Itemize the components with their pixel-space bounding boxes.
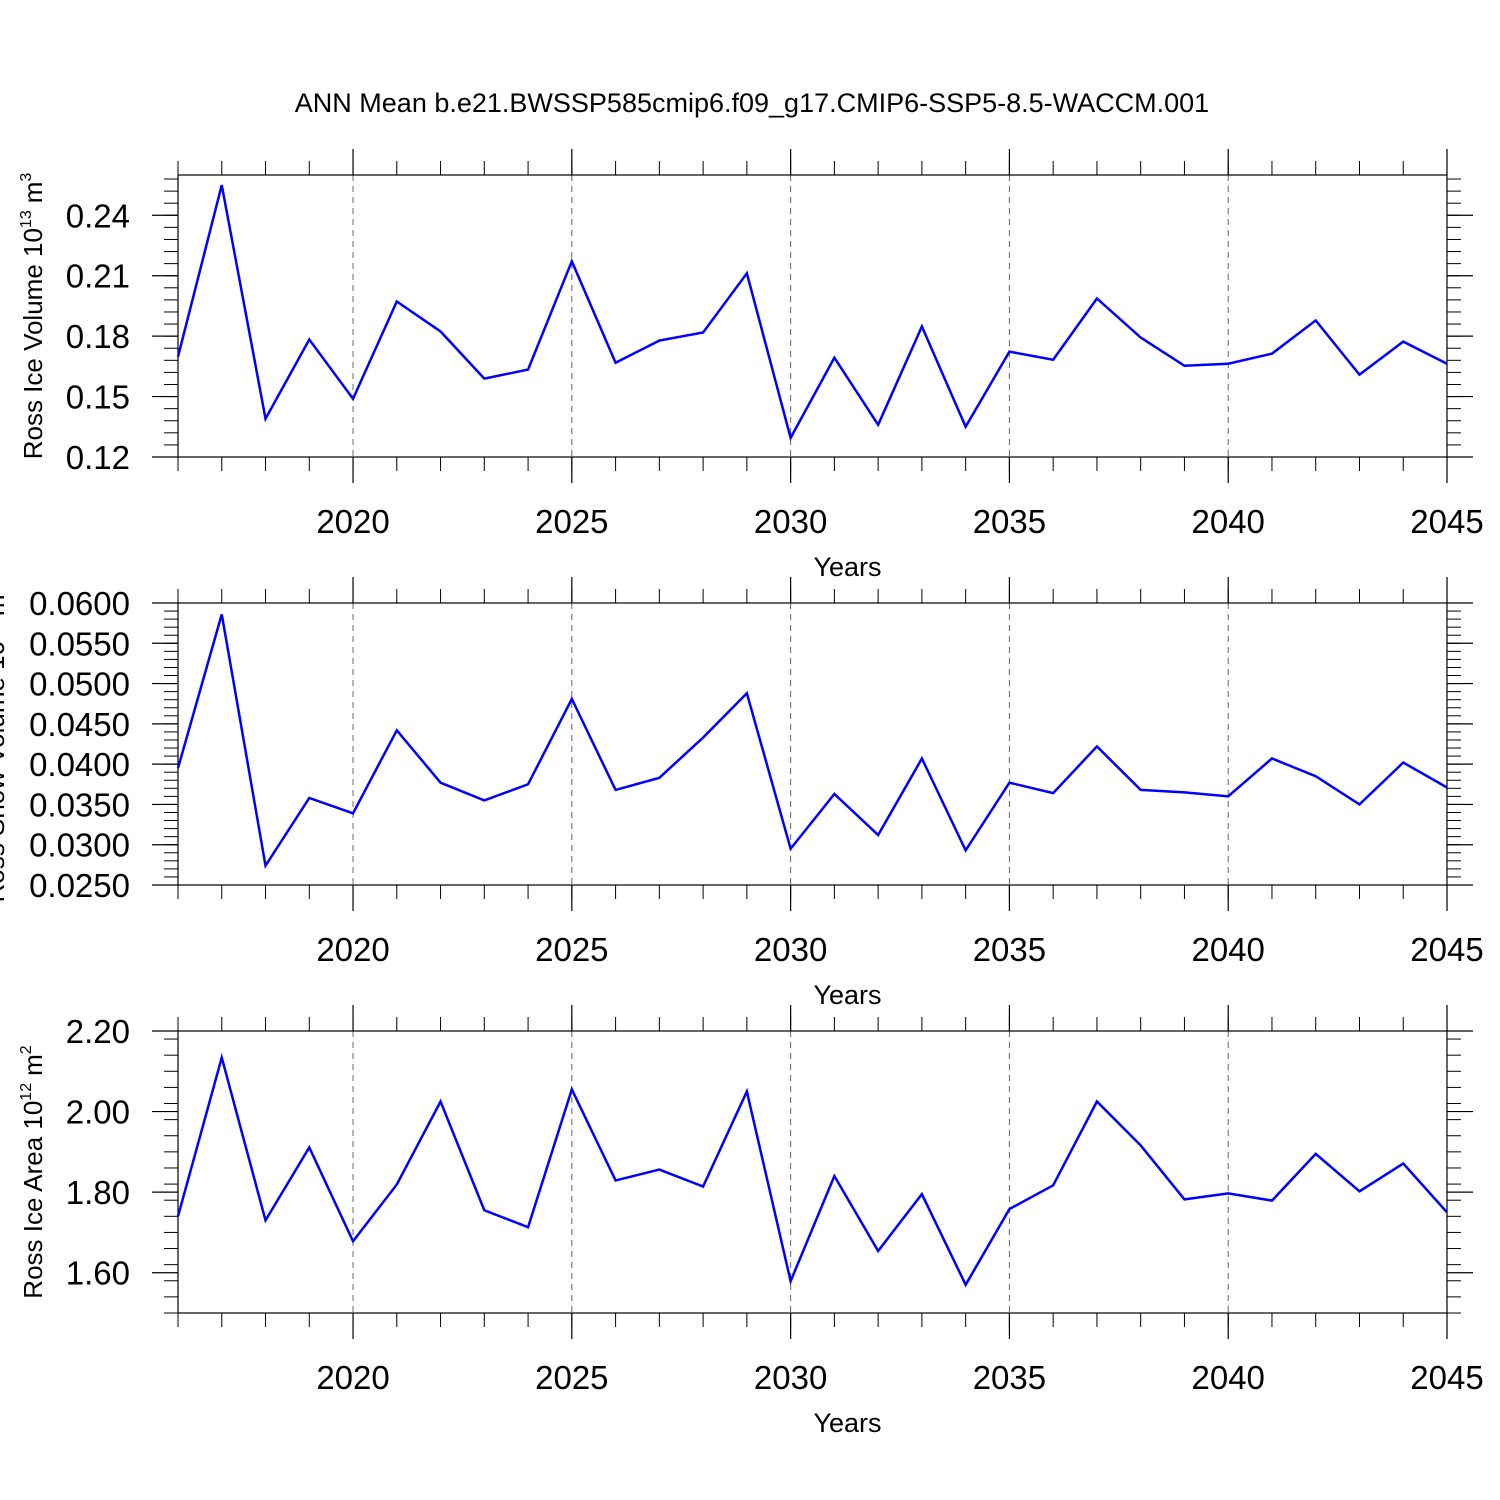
- y-tick-label: 0.0500: [29, 666, 130, 703]
- x-axis-label: Years: [813, 552, 881, 582]
- x-tick-label: 2040: [1191, 931, 1264, 968]
- y-axis-label: Ross Ice Area 1012 m2: [18, 1045, 48, 1298]
- y-tick-label: 0.24: [66, 197, 130, 234]
- y-tick-label: 1.80: [66, 1174, 130, 1211]
- y-tick-label: 0.0350: [29, 786, 130, 823]
- y-tick-label: 0.15: [66, 379, 130, 416]
- y-axis-label-main: Ross Ice Area 10: [18, 1101, 48, 1299]
- x-tick-label: 2020: [316, 1359, 389, 1396]
- y-tick-label: 2.20: [66, 1013, 130, 1050]
- plot-frame: [177, 174, 1448, 458]
- y-axis-label-unit: m: [18, 182, 48, 204]
- y-axis-label: Ross Ice Volume 1013 m3: [18, 173, 48, 460]
- x-tick-label: 2035: [973, 931, 1046, 968]
- y-tick-label: 0.0450: [29, 706, 130, 743]
- chart-title: ANN Mean b.e21.BWSSP585cmip6.f09_g17.CMI…: [295, 88, 1209, 118]
- plot-frame: [177, 1030, 1448, 1314]
- x-tick-label: 2030: [754, 1359, 827, 1396]
- y-tick-label: 0.0600: [29, 585, 130, 622]
- plot-frame: [177, 602, 1448, 886]
- x-tick-label: 2025: [535, 1359, 608, 1396]
- y-tick-label: 1.60: [66, 1255, 130, 1292]
- y-tick-label: 0.0550: [29, 625, 130, 662]
- x-tick-label: 2020: [316, 503, 389, 540]
- y-tick-label: 0.0300: [29, 827, 130, 864]
- y-tick-label: 0.21: [66, 258, 130, 295]
- data-line: [176, 1052, 1448, 1288]
- x-tick-label: 2040: [1191, 503, 1264, 540]
- x-tick-label: 2025: [535, 931, 608, 968]
- x-tick-label: 2035: [973, 1359, 1046, 1396]
- x-tick-label: 2035: [973, 503, 1046, 540]
- x-axis-label: Years: [813, 1408, 881, 1438]
- y-axis-label-unit: m: [0, 594, 10, 616]
- x-tick-label: 2045: [1410, 931, 1483, 968]
- y-axis-label-unit-exponent: 2: [18, 1045, 35, 1054]
- x-tick-label: 2025: [535, 503, 608, 540]
- x-tick-label: 2040: [1191, 1359, 1264, 1396]
- y-axis-label-unit: m: [18, 1054, 48, 1076]
- y-tick-label: 0.12: [66, 439, 130, 476]
- y-axis-label-main: Ross Snow Volume 10: [0, 641, 10, 903]
- y-tick-label: 0.0250: [29, 867, 130, 904]
- x-tick-label: 2045: [1410, 503, 1483, 540]
- y-axis-label-exponent: 12: [18, 1083, 35, 1101]
- y-axis-label-exponent: 13: [18, 210, 35, 228]
- x-tick-label: 2020: [316, 931, 389, 968]
- y-axis-label-unit-exponent: 3: [18, 173, 35, 182]
- x-axis-label: Years: [813, 980, 881, 1010]
- x-tick-label: 2030: [754, 931, 827, 968]
- y-axis-label-main: Ross Ice Volume 10: [18, 228, 48, 459]
- x-tick-label: 2045: [1410, 1359, 1483, 1396]
- y-axis-label: Ross Snow Volume 1013m3: [0, 585, 10, 902]
- data-line: [176, 613, 1448, 870]
- y-tick-label: 0.0400: [29, 746, 130, 783]
- data-line: [176, 184, 1448, 442]
- y-tick-label: 2.00: [66, 1094, 130, 1131]
- y-tick-label: 0.18: [66, 318, 130, 355]
- x-tick-label: 2030: [754, 503, 827, 540]
